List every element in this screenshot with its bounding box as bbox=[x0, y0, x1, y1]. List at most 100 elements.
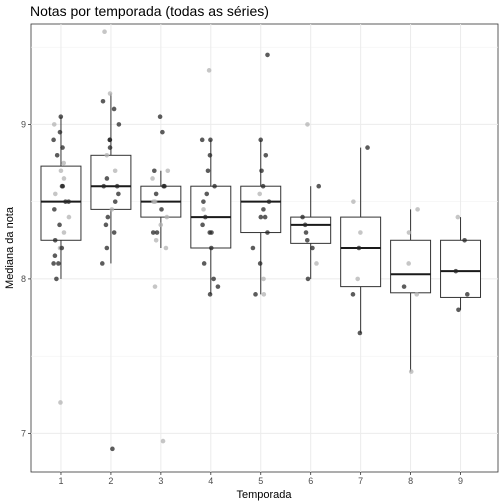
data-point bbox=[116, 122, 122, 127]
data-point bbox=[99, 261, 105, 266]
data-point bbox=[160, 129, 165, 135]
data-point bbox=[199, 137, 205, 143]
data-point bbox=[61, 230, 67, 235]
data-point bbox=[164, 214, 170, 220]
data-point bbox=[415, 207, 420, 212]
data-point bbox=[51, 261, 56, 266]
data-point bbox=[107, 91, 113, 96]
data-point bbox=[265, 52, 270, 58]
data-point bbox=[414, 292, 420, 297]
x-tick-label: 3 bbox=[158, 476, 163, 486]
boxes-layer bbox=[40, 93, 482, 372]
data-point bbox=[355, 276, 360, 282]
data-point bbox=[160, 438, 166, 444]
data-point bbox=[300, 214, 305, 220]
data-point bbox=[208, 245, 214, 251]
data-point bbox=[358, 230, 363, 235]
data-point bbox=[258, 214, 264, 220]
data-point bbox=[204, 191, 210, 197]
data-point bbox=[265, 230, 270, 235]
data-point bbox=[107, 145, 113, 150]
data-point bbox=[211, 276, 216, 282]
data-point bbox=[261, 292, 267, 297]
data-point bbox=[208, 137, 213, 143]
data-point bbox=[66, 199, 71, 204]
data-point bbox=[104, 245, 110, 251]
y-axis-ticks: 7 8 9 bbox=[21, 119, 31, 438]
data-point bbox=[201, 199, 206, 204]
data-point bbox=[104, 153, 110, 158]
data-point bbox=[157, 114, 163, 119]
box bbox=[290, 216, 332, 244]
data-point bbox=[53, 191, 58, 197]
data-point bbox=[261, 276, 266, 282]
data-point bbox=[357, 330, 363, 336]
data-point bbox=[101, 183, 107, 189]
data-point bbox=[305, 276, 311, 282]
data-point bbox=[356, 245, 362, 251]
data-point bbox=[61, 160, 67, 166]
y-tick-label: 9 bbox=[21, 119, 26, 129]
data-point bbox=[103, 222, 109, 228]
data-point bbox=[151, 199, 156, 204]
data-point bbox=[63, 199, 68, 204]
data-point bbox=[266, 199, 272, 204]
data-point bbox=[52, 237, 58, 243]
data-point bbox=[207, 153, 213, 158]
data-point bbox=[453, 268, 459, 274]
data-point bbox=[58, 168, 64, 174]
data-point bbox=[54, 153, 60, 158]
data-point bbox=[161, 183, 166, 189]
data-point bbox=[212, 183, 217, 189]
data-point bbox=[206, 68, 212, 73]
data-point bbox=[112, 168, 118, 174]
data-point bbox=[406, 230, 412, 235]
data-point bbox=[351, 199, 356, 204]
data-point bbox=[201, 261, 207, 266]
data-point bbox=[304, 237, 310, 243]
y-tick-label: 7 bbox=[21, 428, 26, 438]
box bbox=[440, 239, 482, 298]
data-point bbox=[58, 400, 63, 405]
data-point bbox=[207, 292, 213, 297]
data-point bbox=[350, 292, 356, 297]
data-point bbox=[302, 222, 308, 228]
data-point bbox=[257, 191, 263, 197]
data-point bbox=[406, 261, 411, 266]
data-point bbox=[102, 29, 107, 35]
x-tick-label: 9 bbox=[458, 476, 463, 486]
data-point bbox=[152, 284, 158, 289]
data-point bbox=[152, 168, 157, 174]
data-point bbox=[260, 183, 266, 189]
data-point bbox=[60, 183, 66, 189]
data-point bbox=[305, 122, 310, 127]
data-point bbox=[455, 214, 461, 220]
data-point bbox=[150, 230, 156, 235]
data-point bbox=[56, 261, 61, 266]
data-point bbox=[112, 199, 118, 204]
data-point bbox=[52, 253, 58, 259]
data-point bbox=[314, 261, 319, 266]
data-point bbox=[163, 245, 169, 251]
data-point bbox=[205, 168, 211, 174]
data-point bbox=[165, 168, 171, 174]
data-point bbox=[60, 145, 65, 150]
data-point bbox=[153, 191, 159, 197]
data-point bbox=[109, 207, 115, 212]
data-point bbox=[58, 114, 64, 119]
data-point bbox=[66, 214, 72, 220]
box bbox=[40, 165, 82, 241]
x-axis-ticks: 1 2 3 4 5 6 7 8 9 bbox=[58, 472, 463, 486]
x-tick-label: 1 bbox=[58, 476, 63, 486]
box bbox=[90, 154, 132, 210]
data-point bbox=[51, 122, 57, 127]
data-point bbox=[110, 446, 115, 452]
data-point bbox=[253, 292, 258, 297]
data-point bbox=[401, 284, 407, 289]
data-point bbox=[257, 261, 263, 266]
data-point bbox=[408, 369, 414, 374]
box bbox=[390, 239, 432, 294]
data-point bbox=[159, 207, 164, 212]
data-point bbox=[203, 214, 208, 220]
